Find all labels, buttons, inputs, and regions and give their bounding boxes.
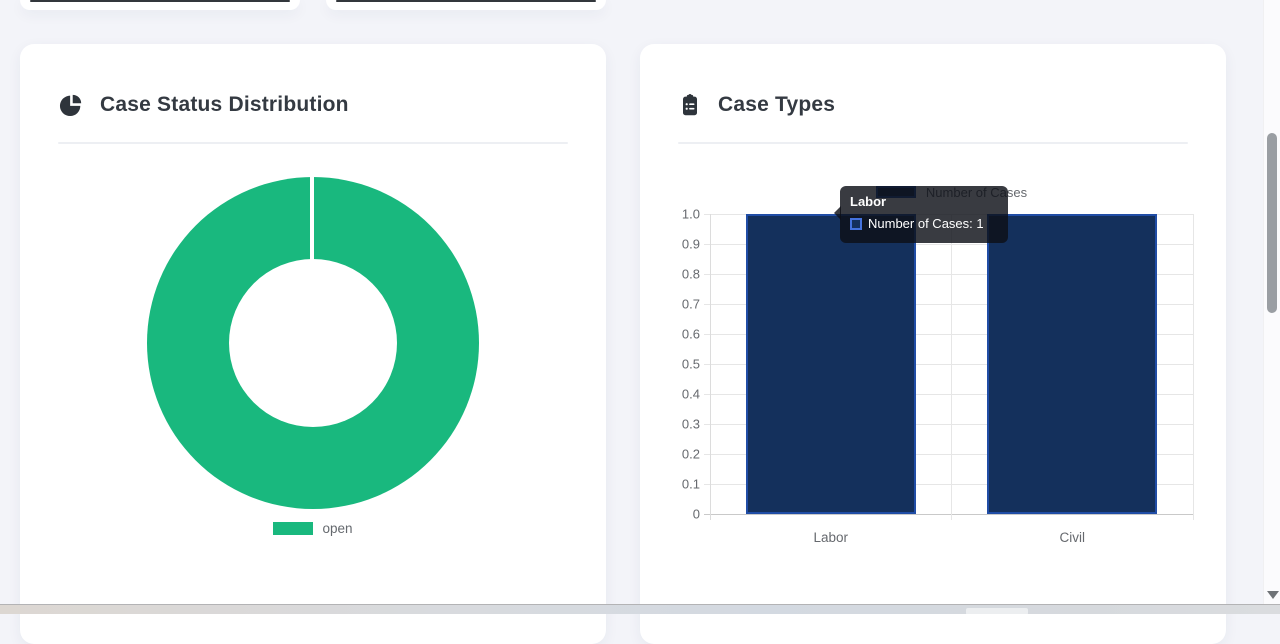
y-tick-label: 0.4: [681, 386, 700, 402]
gridline-horizontal: [704, 363, 1193, 365]
case-types-divider: [678, 142, 1188, 144]
bar-labor[interactable]: [745, 214, 916, 514]
top-card-left-dark-edge: [30, 0, 290, 2]
y-tick-label: 0.7: [681, 296, 700, 312]
tooltip-color-box-icon: [850, 217, 862, 230]
y-tick-label: 0.3: [681, 416, 700, 432]
bar-chart-plot[interactable]: [704, 213, 1194, 520]
top-card-right-dark-edge: [336, 0, 596, 2]
y-tick-label: 0.2: [681, 446, 700, 462]
y-tick-label: 1.0: [681, 206, 700, 222]
scrollbar-down-arrow-icon[interactable]: [1267, 591, 1279, 599]
case-status-title: Case Status Distribution: [100, 93, 349, 116]
doughnut-legend-label[interactable]: open: [322, 521, 353, 536]
case-types-header: Case Types: [678, 88, 835, 122]
tooltip-title: Labor: [850, 194, 887, 209]
gridline-vertical: [709, 214, 711, 520]
case-status-distribution-card: Case Status Distribution open: [20, 44, 606, 644]
clipboard-list-icon: [678, 92, 702, 118]
x-tick-label-labor: Labor: [813, 530, 849, 545]
doughnut-legend: open: [20, 521, 606, 536]
y-tick-label: 0.9: [681, 236, 700, 252]
x-tick-label-civil: Civil: [1059, 530, 1086, 545]
case-status-header: Case Status Distribution: [58, 88, 349, 122]
chart-tooltip: Labor Number of Cases: 1: [834, 186, 1008, 243]
doughnut-segment-seam: [310, 177, 314, 261]
bar-chart-x-axis-labels: Labor Civil: [710, 530, 1193, 548]
top-card-left: [20, 0, 300, 10]
gridline-horizontal: [704, 243, 1193, 245]
y-tick-label: 0.1: [681, 476, 700, 492]
bar-civil[interactable]: [987, 214, 1158, 514]
gridline-horizontal: [704, 333, 1193, 335]
gridline-horizontal: [704, 483, 1193, 485]
tooltip-caret-icon: [834, 206, 841, 220]
bottom-edge-bar: [0, 604, 1280, 615]
tooltip-value-label: Number of Cases: 1: [868, 216, 984, 231]
y-tick-label: 0: [692, 506, 700, 522]
gridline-horizontal: [704, 273, 1193, 275]
gridline-horizontal: [704, 423, 1193, 425]
gridline-horizontal: [704, 393, 1193, 395]
doughnut-hole: [229, 259, 397, 427]
gridline-vertical: [951, 214, 952, 520]
vertical-scrollbar-thumb[interactable]: [1267, 133, 1277, 313]
gridline-vertical: [1192, 214, 1194, 520]
vertical-scrollbar-track[interactable]: [1263, 0, 1280, 604]
y-tick-label: 0.6: [681, 326, 700, 342]
bottom-edge-highlight: [966, 608, 1028, 615]
case-status-divider: [58, 142, 568, 144]
doughnut-legend-color-box[interactable]: [273, 522, 314, 535]
y-tick-label: 0.8: [681, 266, 700, 282]
top-card-right: [326, 0, 606, 10]
y-tick-label: 0.5: [681, 356, 700, 372]
gridline-horizontal: [704, 453, 1193, 455]
gridline-horizontal: [704, 303, 1193, 305]
bar-chart-y-axis-labels: 1.0 0.9 0.8 0.7 0.6 0.5 0.4 0.3 0.2 0.1 0: [640, 207, 700, 522]
doughnut-chart[interactable]: [147, 177, 479, 509]
case-types-card: Case Types Number of Cases 1.00.90.80.70…: [640, 44, 1226, 644]
gridline-horizontal: [704, 513, 1193, 515]
pie-chart-icon: [58, 92, 84, 118]
case-types-title: Case Types: [718, 93, 836, 116]
